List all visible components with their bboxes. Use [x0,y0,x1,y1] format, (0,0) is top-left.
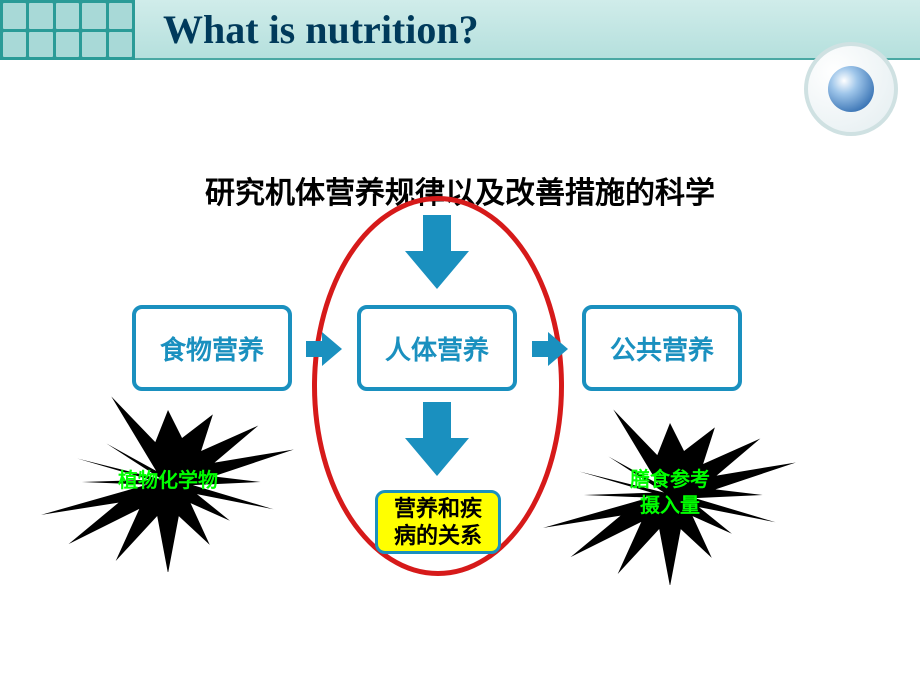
box-human-label: 人体营养 [385,330,489,367]
arrow-down-top [405,215,469,289]
arrow-down-mid [405,402,469,476]
box-human-nutrition: 人体营养 [357,305,517,391]
logo-badge [804,42,898,136]
globe-icon [828,66,874,112]
arrow-right-2 [532,332,568,366]
page-title: What is nutrition? [135,0,920,60]
header-bar: What is nutrition? [0,0,920,60]
burst-right-label: 膳食参考 摄入量 [590,467,750,519]
box-disease-label: 营养和疾 病的关系 [394,495,482,550]
box-nutrition-disease: 营养和疾 病的关系 [375,490,501,554]
burst-left-label: 植物化学物 [88,468,248,494]
box-food-nutrition: 食物营养 [132,305,292,391]
box-public-nutrition: 公共营养 [582,305,742,391]
arrow-right-1 [306,332,342,366]
box-public-label: 公共营养 [610,330,714,367]
box-food-label: 食物营养 [160,330,264,367]
header-grid-decoration [0,0,135,60]
